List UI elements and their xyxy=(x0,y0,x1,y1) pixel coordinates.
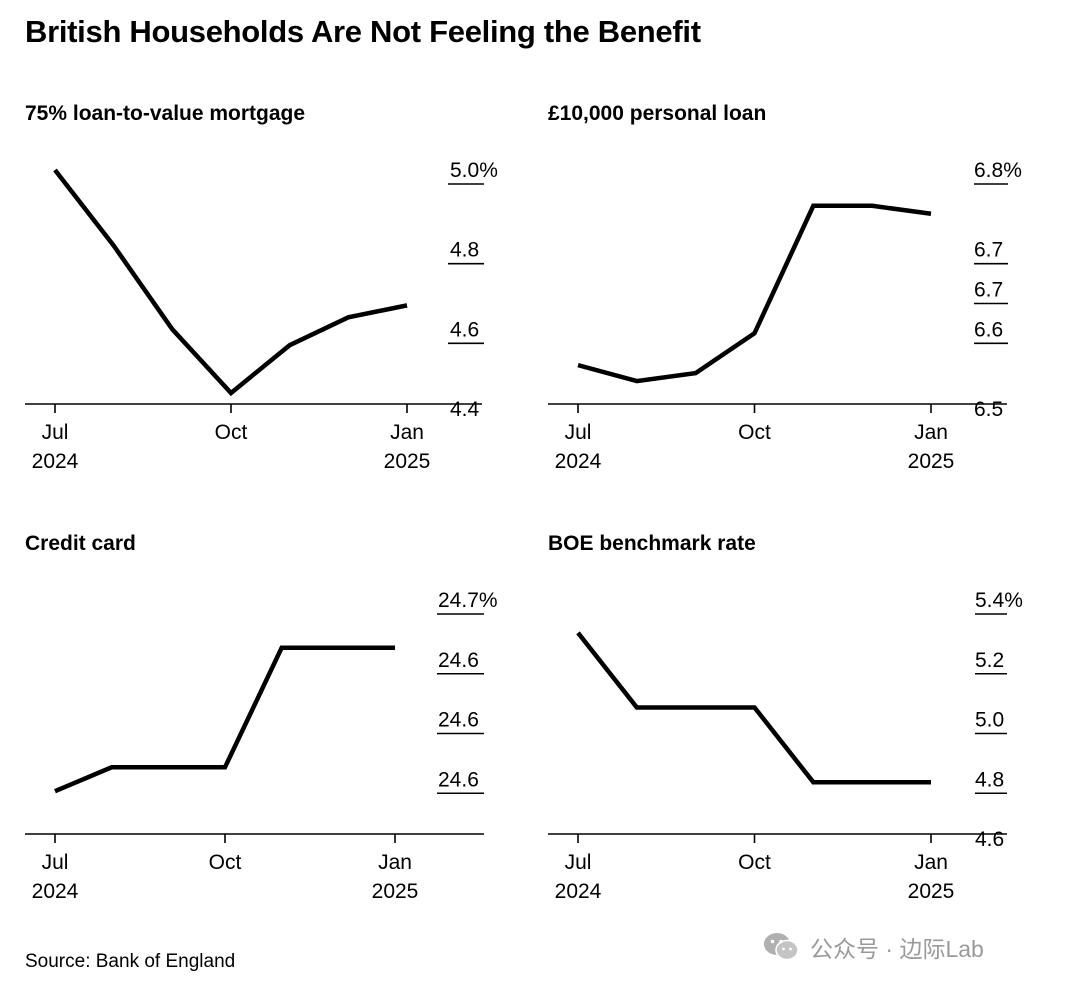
x-tick-label: Oct xyxy=(738,851,771,874)
y-tick-label: 6.8% xyxy=(974,159,1022,182)
y-tick-label: 4.6 xyxy=(975,828,1004,851)
x-tick-year: 2024 xyxy=(32,450,79,473)
x-tick-year: 2024 xyxy=(555,880,602,903)
x-tick-label: Jul xyxy=(42,421,69,444)
panel-boe-rate: BOE benchmark rate 5.4% 5.2 5.0 4.8 4.6 Jul 20… xyxy=(523,525,1023,925)
series-line xyxy=(576,631,931,785)
x-tick-label: Oct xyxy=(738,421,771,444)
watermark: 公众号 · 边际Lab xyxy=(762,930,984,964)
x-tick-label: Jul xyxy=(565,851,592,874)
chart-svg: 5.4% 5.2 5.0 4.8 4.6 Jul 2024 Oct Jan 2025 xyxy=(548,589,1023,903)
x-tick-label: Jan xyxy=(378,851,412,874)
x-tick-label: Jan xyxy=(390,421,424,444)
panel-title: £10,000 personal loan xyxy=(548,102,767,125)
y-tick-label: 6.6 xyxy=(974,318,1003,341)
y-tick-label: 5.0% xyxy=(450,159,498,182)
x-tick-year: 2025 xyxy=(908,880,955,903)
chart-svg: 6.8% 6.7 6.7 6.6 6.5 Jul 2024 Oct Jan 2025 xyxy=(548,159,1022,473)
panel-title: Credit card xyxy=(25,532,136,555)
source-note: Source: Bank of England xyxy=(25,951,236,972)
y-tick-label: 5.2 xyxy=(975,649,1004,672)
panel-title: 75% loan-to-value mortgage xyxy=(25,102,306,125)
y-tick-label: 5.4% xyxy=(975,589,1023,612)
y-tick-label: 6.7 xyxy=(974,239,1003,262)
x-tick-label: Jul xyxy=(42,851,69,874)
y-tick-label: 4.6 xyxy=(450,318,479,341)
x-tick-year: 2024 xyxy=(555,450,602,473)
x-tick-label: Jul xyxy=(565,421,592,444)
y-tick-label: 6.7 xyxy=(974,279,1003,302)
x-tick-label: Oct xyxy=(209,851,242,874)
wechat-icon xyxy=(764,933,799,961)
chart-svg: 24.7% 24.6 24.6 24.6 Jul 2024 Oct Jan 2025 xyxy=(25,589,498,903)
x-tick-label: Oct xyxy=(215,421,248,444)
panel-title: BOE benchmark rate xyxy=(548,532,756,555)
y-tick-label: 4.4 xyxy=(450,398,480,421)
series-line xyxy=(54,645,395,794)
series-line xyxy=(53,168,408,397)
x-tick-label: Jan xyxy=(914,421,948,444)
chart-svg: 5.0% 4.8 4.6 4.4 Jul 2024 Oct Jan 2025 xyxy=(25,159,498,473)
x-tick-year: 2025 xyxy=(384,450,431,473)
series-line xyxy=(577,203,932,384)
chart-title: British Households Are Not Feeling the B… xyxy=(25,14,701,49)
y-tick-label: 24.6 xyxy=(438,649,479,672)
x-tick-year: 2025 xyxy=(908,450,955,473)
x-tick-year: 2025 xyxy=(372,880,419,903)
y-tick-label: 5.0 xyxy=(975,709,1004,732)
x-tick-label: Jan xyxy=(914,851,948,874)
panel-mortgage: 75% loan-to-value mortgage 5.0% 4.8 4.6 4.4… xyxy=(0,95,500,495)
panel-personal-loan: £10,000 personal loan 6.8% 6.7 6.7 6.6 6.5 Ju… xyxy=(523,95,1023,495)
panel-credit-card: Credit card 24.7% 24.6 24.6 24.6 Jul 2024 Oct J… xyxy=(0,525,500,925)
y-tick-label: 4.8 xyxy=(450,239,479,262)
y-tick-label: 4.8 xyxy=(975,768,1004,791)
y-tick-label: 24.6 xyxy=(438,768,479,791)
y-tick-label: 24.7% xyxy=(438,589,498,612)
x-tick-year: 2024 xyxy=(32,880,79,903)
y-tick-label: 24.6 xyxy=(438,709,479,732)
watermark-text: 公众号 · 边际Lab xyxy=(810,936,984,962)
y-tick-label: 6.5 xyxy=(974,398,1003,421)
